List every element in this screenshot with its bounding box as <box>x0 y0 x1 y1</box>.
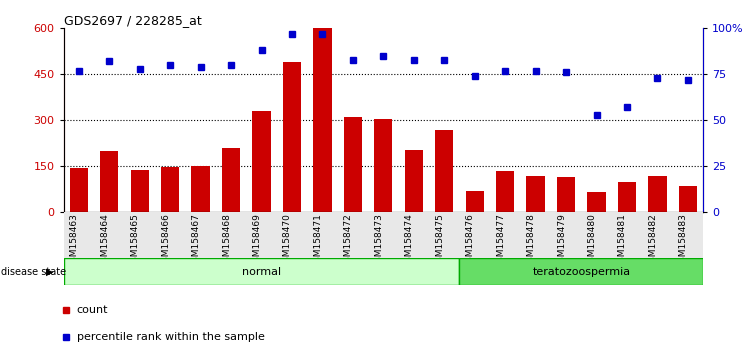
Text: GSM158465: GSM158465 <box>131 213 140 268</box>
Bar <box>344 117 362 212</box>
Text: GSM158480: GSM158480 <box>587 213 596 268</box>
Text: GSM158475: GSM158475 <box>435 213 444 268</box>
Bar <box>313 28 331 212</box>
Bar <box>252 111 271 212</box>
Bar <box>405 149 423 212</box>
Text: GSM158464: GSM158464 <box>100 213 109 268</box>
Text: GSM158463: GSM158463 <box>70 213 79 268</box>
Text: ▶: ▶ <box>46 267 54 277</box>
Text: GSM158479: GSM158479 <box>557 213 566 268</box>
Text: teratozoospermia: teratozoospermia <box>533 267 631 277</box>
Bar <box>587 193 606 212</box>
Text: disease state: disease state <box>1 267 66 277</box>
Text: GSM158472: GSM158472 <box>344 213 353 268</box>
Text: GSM158467: GSM158467 <box>191 213 200 268</box>
Bar <box>283 62 301 212</box>
Bar <box>64 212 703 258</box>
Text: GSM158468: GSM158468 <box>222 213 231 268</box>
Bar <box>678 186 697 212</box>
Text: normal: normal <box>242 267 281 277</box>
Bar <box>618 182 636 212</box>
Bar <box>131 170 149 212</box>
Bar <box>465 191 484 212</box>
Text: GSM158470: GSM158470 <box>283 213 292 268</box>
Bar <box>527 176 545 212</box>
Text: GSM158478: GSM158478 <box>527 213 536 268</box>
Bar <box>222 148 240 212</box>
Text: percentile rank within the sample: percentile rank within the sample <box>76 332 265 342</box>
Bar <box>649 176 666 212</box>
Text: GSM158477: GSM158477 <box>496 213 505 268</box>
Bar <box>191 166 209 212</box>
Text: GSM158474: GSM158474 <box>405 213 414 268</box>
Text: GSM158466: GSM158466 <box>161 213 171 268</box>
Text: GSM158473: GSM158473 <box>374 213 383 268</box>
Bar <box>435 130 453 212</box>
Text: GSM158469: GSM158469 <box>253 213 262 268</box>
Bar <box>161 167 180 212</box>
Bar <box>496 171 515 212</box>
Text: GSM158483: GSM158483 <box>679 213 688 268</box>
Bar <box>374 119 393 212</box>
Text: GSM158476: GSM158476 <box>466 213 475 268</box>
Bar <box>70 168 88 212</box>
Text: GSM158471: GSM158471 <box>313 213 322 268</box>
Text: GDS2697 / 228285_at: GDS2697 / 228285_at <box>64 14 201 27</box>
Text: count: count <box>76 305 108 315</box>
FancyBboxPatch shape <box>459 258 703 285</box>
Bar <box>100 151 118 212</box>
Bar <box>557 177 575 212</box>
Text: GSM158481: GSM158481 <box>618 213 627 268</box>
Text: GSM158482: GSM158482 <box>649 213 657 268</box>
FancyBboxPatch shape <box>64 258 459 285</box>
